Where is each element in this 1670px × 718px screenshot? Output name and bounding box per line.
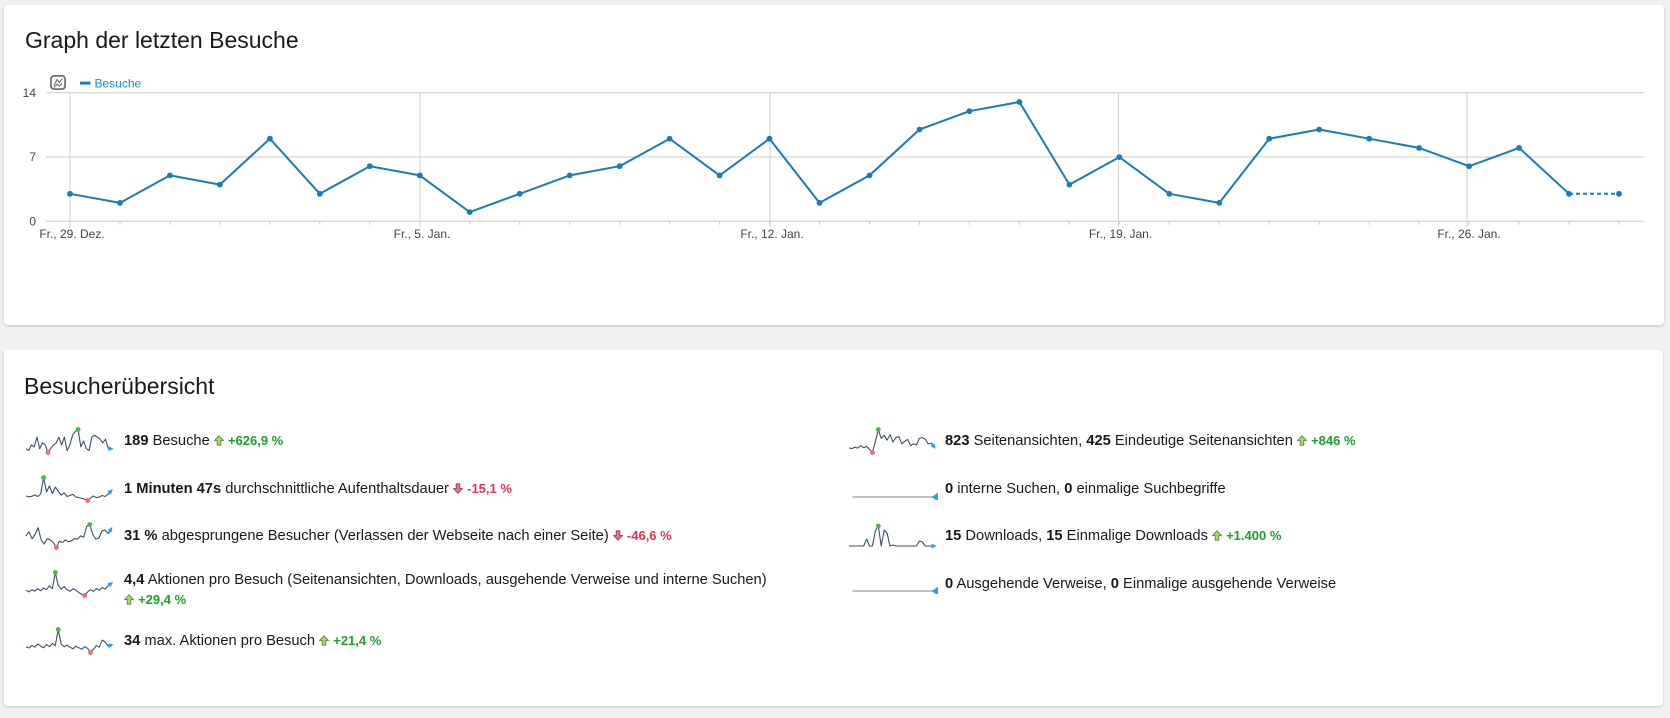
svg-text:7: 7 [29, 150, 36, 164]
svg-text:Fr., 19. Jan.: Fr., 19. Jan. [1089, 227, 1152, 241]
svg-text:Fr., 5. Jan.: Fr., 5. Jan. [394, 227, 451, 241]
svg-text:Fr., 29. Dez.: Fr., 29. Dez. [39, 227, 104, 241]
svg-text:Fr., 26. Jan.: Fr., 26. Jan. [1437, 227, 1500, 241]
svg-text:Besuche: Besuche [95, 77, 142, 91]
svg-text:0: 0 [29, 215, 36, 229]
svg-text:Fr., 12. Jan.: Fr., 12. Jan. [740, 227, 803, 241]
svg-text:14: 14 [23, 86, 37, 100]
